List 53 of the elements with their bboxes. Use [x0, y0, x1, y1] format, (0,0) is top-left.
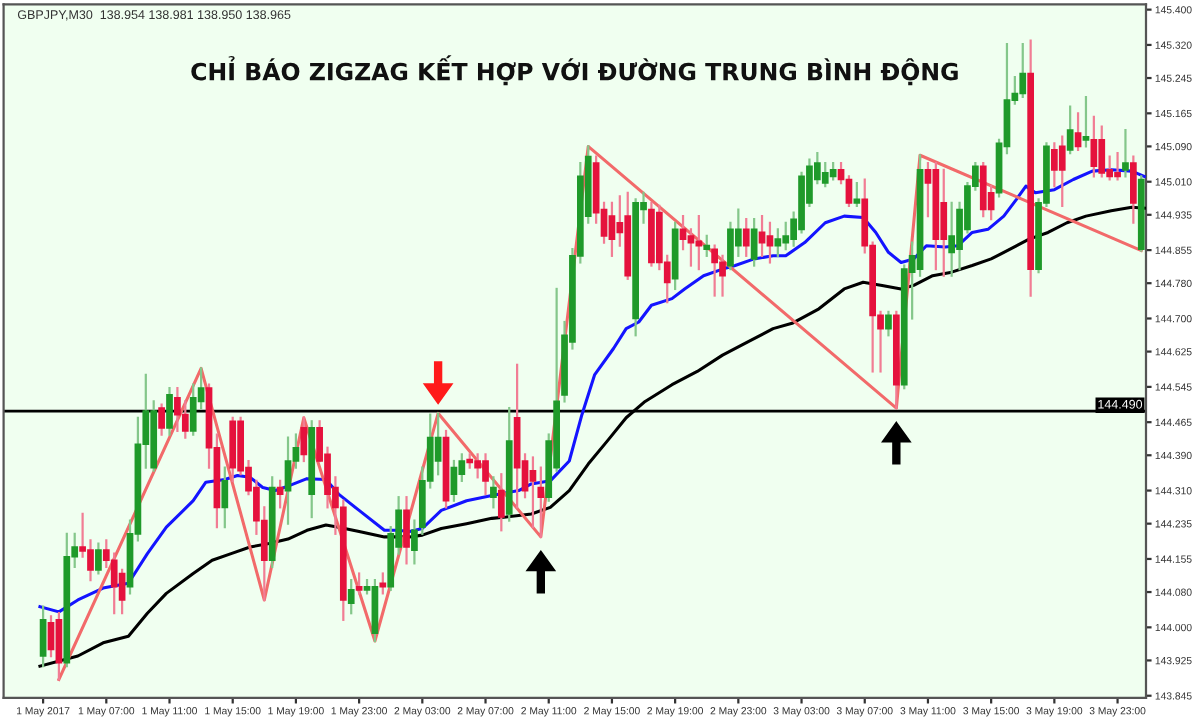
candlestick — [703, 234, 711, 257]
candlestick — [885, 310, 892, 337]
candlestick — [821, 162, 829, 188]
candlestick — [284, 436, 292, 525]
candlestick — [853, 181, 861, 208]
candlestick — [490, 476, 497, 509]
candlestick — [774, 228, 782, 257]
candlestick — [110, 552, 118, 615]
candlestick — [742, 218, 750, 257]
candlestick — [940, 168, 948, 277]
candlestick — [229, 416, 237, 482]
candlestick — [766, 221, 774, 264]
candlestick — [1082, 95, 1090, 148]
candlestick — [1066, 105, 1074, 155]
candlestick — [347, 579, 355, 615]
candlestick — [371, 579, 379, 643]
candlestick — [39, 605, 47, 668]
candlestick — [1074, 112, 1082, 152]
candlestick — [687, 228, 695, 267]
candlestick — [979, 162, 987, 218]
candlestick — [276, 479, 284, 509]
candlestick — [403, 496, 410, 565]
candlestick — [695, 215, 703, 271]
candlestick — [474, 453, 481, 479]
candlestick — [1129, 155, 1137, 224]
candlestick — [355, 572, 363, 595]
candlestick — [482, 453, 489, 496]
candlestick — [845, 175, 853, 208]
candlestick — [221, 466, 229, 529]
candlestick — [529, 456, 537, 529]
candlestick — [300, 416, 308, 463]
candlestick — [1058, 135, 1066, 208]
candlestick — [379, 572, 387, 595]
candlestick — [1122, 128, 1129, 178]
candlestick — [450, 459, 458, 502]
text: CHỈ BÁO ZIGZAG KẾT HỢP VỚI ĐƯỜNG TRUNG BÌNH ĐỘNG — [191, 55, 958, 86]
candlestick — [711, 244, 719, 297]
candlestick — [1114, 151, 1121, 181]
candlestick — [1050, 142, 1058, 188]
candlestick — [174, 387, 181, 433]
candlestick — [608, 201, 616, 257]
candlestick — [948, 201, 956, 277]
candlestick — [1090, 115, 1098, 178]
line-series — [57, 144, 1143, 681]
candlestick — [1019, 42, 1027, 99]
candlestick — [782, 221, 790, 251]
candlestick — [166, 387, 173, 436]
candlestick — [497, 473, 505, 532]
candlestick — [47, 615, 55, 658]
candlestick — [158, 403, 165, 436]
candlestick — [95, 542, 102, 575]
candlestick — [434, 412, 442, 476]
candlestick — [750, 218, 758, 267]
